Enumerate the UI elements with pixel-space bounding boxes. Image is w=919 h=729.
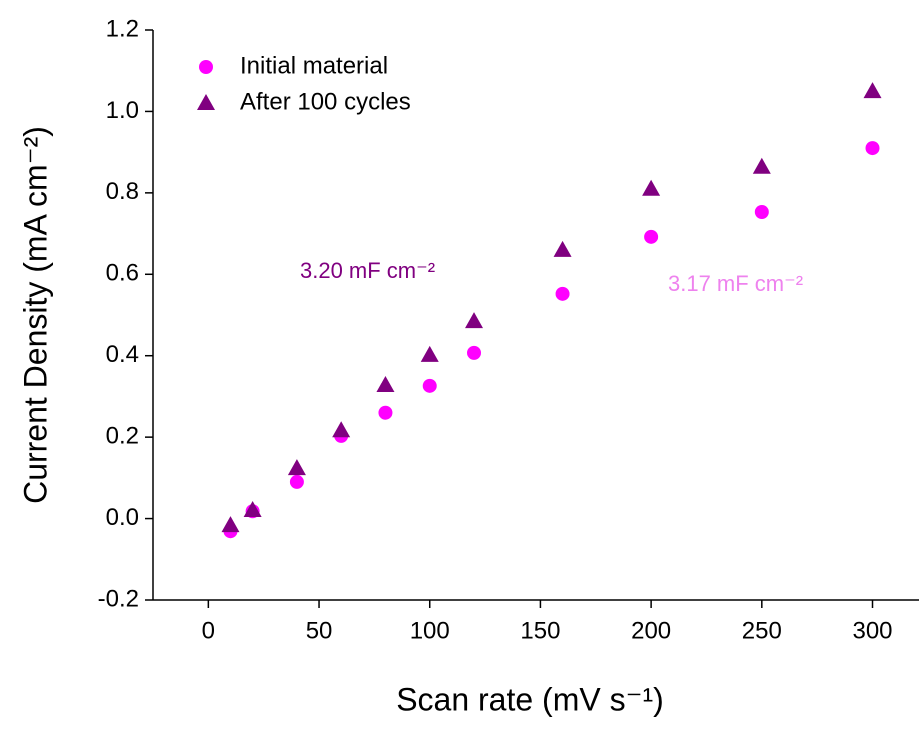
y-tick-label: 1.0 (106, 97, 139, 124)
x-tick-label: 300 (852, 617, 892, 644)
x-tick-label: 250 (742, 617, 782, 644)
triangle-marker (221, 516, 240, 533)
circle-marker (865, 141, 880, 156)
circle-marker (422, 378, 437, 393)
x-tick-label: 150 (520, 617, 560, 644)
x-tick-label: 200 (631, 617, 671, 644)
triangle-marker (465, 312, 484, 329)
circle-marker (644, 229, 659, 244)
annotation: 3.17 mF cm⁻² (668, 271, 803, 296)
triangle-marker (287, 459, 306, 476)
y-tick-label: -0.2 (98, 585, 139, 612)
triangle-marker (243, 501, 262, 518)
y-tick-label: 1.2 (106, 15, 139, 42)
annotation: 3.20 mF cm⁻² (300, 258, 435, 283)
triangle-marker (376, 376, 395, 393)
legend-marker (199, 60, 213, 74)
circle-marker (378, 405, 393, 420)
y-axis-title: Current Density (mA cm⁻²) (17, 126, 53, 504)
y-tick-label: 0.2 (106, 422, 139, 449)
legend-label: Initial material (240, 52, 388, 79)
triangle-marker (332, 421, 351, 438)
triangle-marker (553, 240, 572, 257)
x-tick-label: 50 (306, 617, 333, 644)
y-tick-label: 0.6 (106, 260, 139, 287)
x-tick-label: 0 (202, 617, 215, 644)
triangle-marker (642, 179, 661, 196)
y-tick-label: 0.0 (106, 504, 139, 531)
legend-label: After 100 cycles (240, 88, 411, 115)
circle-marker (555, 286, 570, 301)
circle-marker (467, 345, 482, 360)
x-axis-title: Scan rate (mV s⁻¹) (396, 681, 664, 717)
x-tick-label: 100 (410, 617, 450, 644)
triangle-marker (752, 157, 771, 174)
triangle-marker (863, 82, 882, 99)
y-tick-label: 0.4 (106, 341, 139, 368)
circle-marker (754, 204, 769, 219)
triangle-marker (420, 345, 439, 362)
y-tick-label: 0.8 (106, 178, 139, 205)
legend-marker (197, 94, 215, 110)
circle-marker (289, 474, 304, 489)
